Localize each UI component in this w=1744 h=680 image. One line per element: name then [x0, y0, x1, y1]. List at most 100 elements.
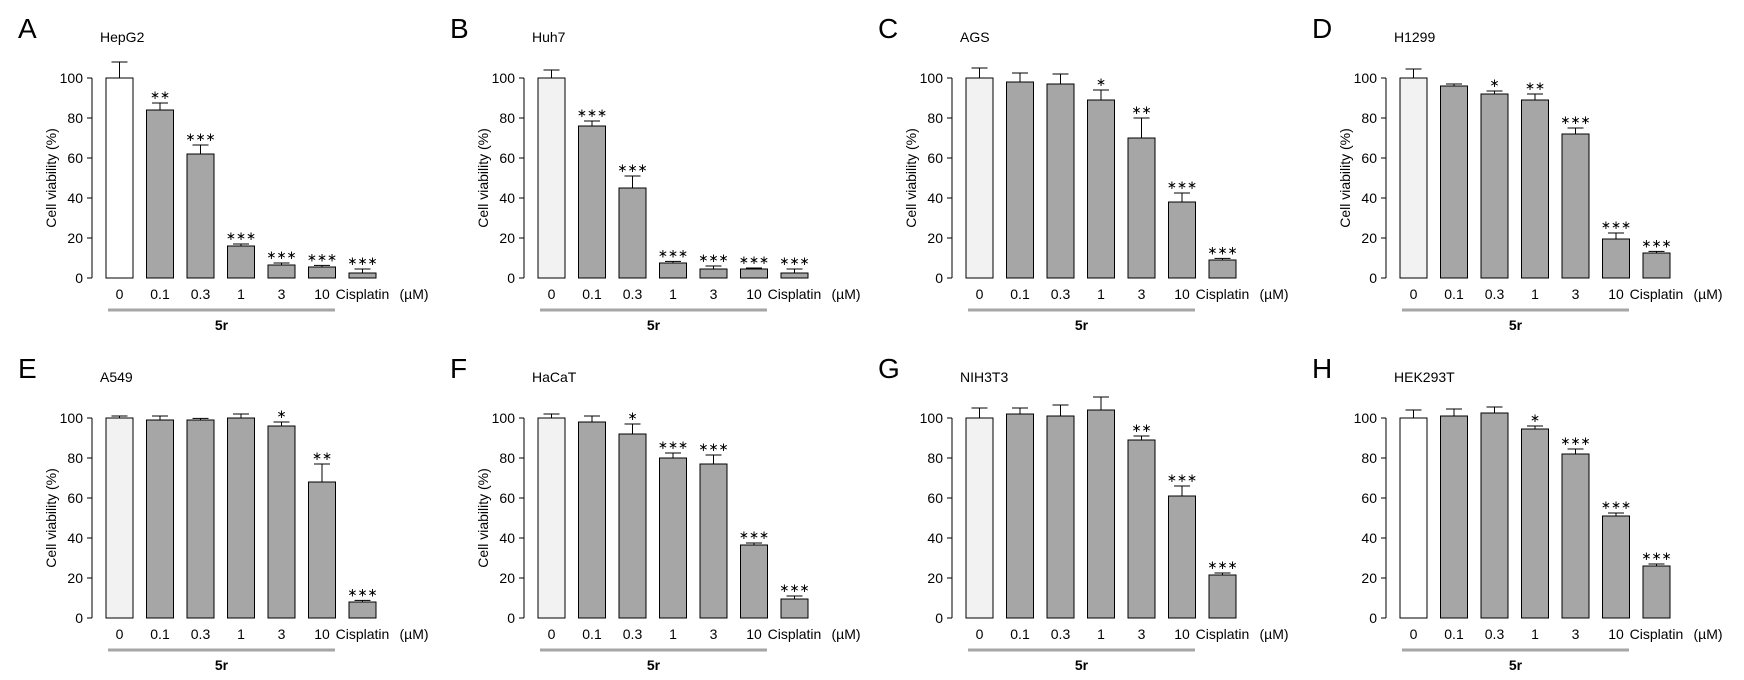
chart-panel-d: D H1299 Cell viability (%) 0 20 40 60 80 100 0 0.1… — [1312, 13, 1723, 333]
significance-label: ∗∗∗ — [226, 229, 256, 243]
bar — [1006, 81, 1034, 279]
y-tick-label: 0 — [1369, 270, 1377, 286]
significance-label: ∗∗∗ — [779, 254, 809, 268]
bar — [146, 109, 174, 279]
bar — [1399, 77, 1428, 279]
x-tick-label: 0.3 — [1485, 626, 1505, 642]
x-tick-label: 1 — [237, 626, 245, 642]
x-tick-label: 0.1 — [150, 626, 170, 642]
panel-letter: B — [450, 13, 469, 44]
x-tick-label: 1 — [1531, 626, 1539, 642]
y-tick-label: 0 — [1369, 610, 1377, 626]
y-tick-label: 60 — [67, 490, 83, 506]
chart-panel-g: G NIH3T3 0 20 40 60 80 100 0 0.1 0.3 1 ∗∗ 3 ∗∗∗ 10 ∗∗∗ Ci… — [878, 353, 1289, 673]
bar — [227, 245, 255, 279]
significance-label: ∗∗∗ — [266, 248, 296, 262]
bar — [1046, 83, 1075, 279]
significance-label: ∗∗ — [1131, 103, 1151, 117]
x-tick-label: 0.3 — [191, 286, 211, 302]
bar — [348, 272, 377, 279]
x-tick-label: 10 — [746, 286, 762, 302]
significance-label: ∗∗∗ — [577, 106, 607, 120]
x-tick-label: 10 — [314, 626, 330, 642]
y-tick-label: 20 — [67, 230, 83, 246]
bar — [537, 77, 566, 279]
unit-label: (µM) — [400, 286, 429, 302]
significance-label: ∗∗∗ — [658, 438, 688, 452]
y-tick-label: 80 — [1361, 450, 1377, 466]
bar — [740, 268, 768, 279]
significance-label: ∗∗∗ — [698, 440, 728, 454]
bar — [1168, 495, 1196, 619]
bar — [537, 417, 566, 619]
y-tick-label: 0 — [935, 270, 943, 286]
significance-label: ∗∗ — [1525, 79, 1545, 93]
y-tick-label: 80 — [1361, 110, 1377, 126]
y-tick-label: 20 — [499, 230, 515, 246]
y-tick-label: 100 — [920, 410, 944, 426]
significance-label: ∗∗∗ — [779, 581, 809, 595]
bar — [578, 421, 606, 619]
significance-label: ∗∗∗ — [739, 253, 769, 267]
bar — [267, 264, 296, 279]
y-tick-label: 40 — [1361, 530, 1377, 546]
group-label: 5r — [1075, 317, 1089, 333]
unit-label: (µM) — [832, 286, 861, 302]
group-label: 5r — [647, 657, 661, 673]
x-tick-label: 1 — [1531, 286, 1539, 302]
y-tick-label: 60 — [1361, 490, 1377, 506]
bar — [1480, 93, 1509, 279]
panel-letter: D — [1312, 13, 1332, 44]
unit-label: (µM) — [1260, 286, 1289, 302]
x-tick-label: 0.3 — [191, 626, 211, 642]
significance-label: ∗∗∗ — [658, 246, 688, 260]
x-tick-label: 10 — [1174, 626, 1190, 642]
bar — [227, 417, 255, 619]
significance-label: ∗∗∗ — [1167, 471, 1197, 485]
panel-title: HEK293T — [1394, 369, 1455, 385]
bar — [578, 125, 606, 279]
group-label: 5r — [647, 317, 661, 333]
panel-title: HepG2 — [100, 29, 145, 45]
panel-title: AGS — [960, 29, 990, 45]
x-tick-label: 0.1 — [150, 286, 170, 302]
bar — [618, 433, 647, 619]
group-label: 5r — [1075, 657, 1089, 673]
x-tick-label: 0 — [1410, 286, 1418, 302]
y-tick-label: 0 — [75, 610, 83, 626]
y-tick-label: 60 — [67, 150, 83, 166]
significance-label: ∗∗∗ — [307, 250, 337, 264]
significance-label: ∗∗∗ — [1560, 113, 1590, 127]
bar — [1642, 565, 1671, 619]
y-tick-label: 60 — [499, 490, 515, 506]
bar — [1087, 99, 1115, 279]
x-tick-label: 0.1 — [1444, 626, 1464, 642]
significance-label: ∗ — [1530, 411, 1540, 425]
bar — [780, 598, 809, 619]
x-tick-label: 1 — [1097, 286, 1105, 302]
y-axis-label: Cell viability (%) — [903, 128, 919, 228]
y-tick-label: 60 — [927, 150, 943, 166]
bar — [348, 601, 377, 619]
group-label: 5r — [215, 317, 229, 333]
x-tick-label: 0.3 — [1051, 626, 1071, 642]
chart-panel-c: C AGS Cell viability (%) 0 20 40 60 80 100 0 0.1 0.… — [878, 13, 1289, 333]
unit-label: (µM) — [832, 626, 861, 642]
panel-letter: G — [878, 353, 900, 384]
bar — [1440, 415, 1468, 619]
y-tick-label: 40 — [499, 530, 515, 546]
y-tick-label: 80 — [67, 450, 83, 466]
panel-title: HaCaT — [532, 369, 577, 385]
group-label: 5r — [215, 657, 229, 673]
x-tick-label: 1 — [1097, 626, 1105, 642]
y-tick-label: 20 — [927, 570, 943, 586]
panel-title: Huh7 — [532, 29, 566, 45]
y-tick-label: 80 — [499, 450, 515, 466]
bar — [618, 187, 647, 279]
bar — [1127, 137, 1156, 279]
bar — [1208, 574, 1237, 619]
y-tick-label: 100 — [492, 410, 516, 426]
bar — [1087, 409, 1115, 619]
bar — [780, 272, 809, 279]
significance-label: ∗∗∗ — [347, 254, 377, 268]
